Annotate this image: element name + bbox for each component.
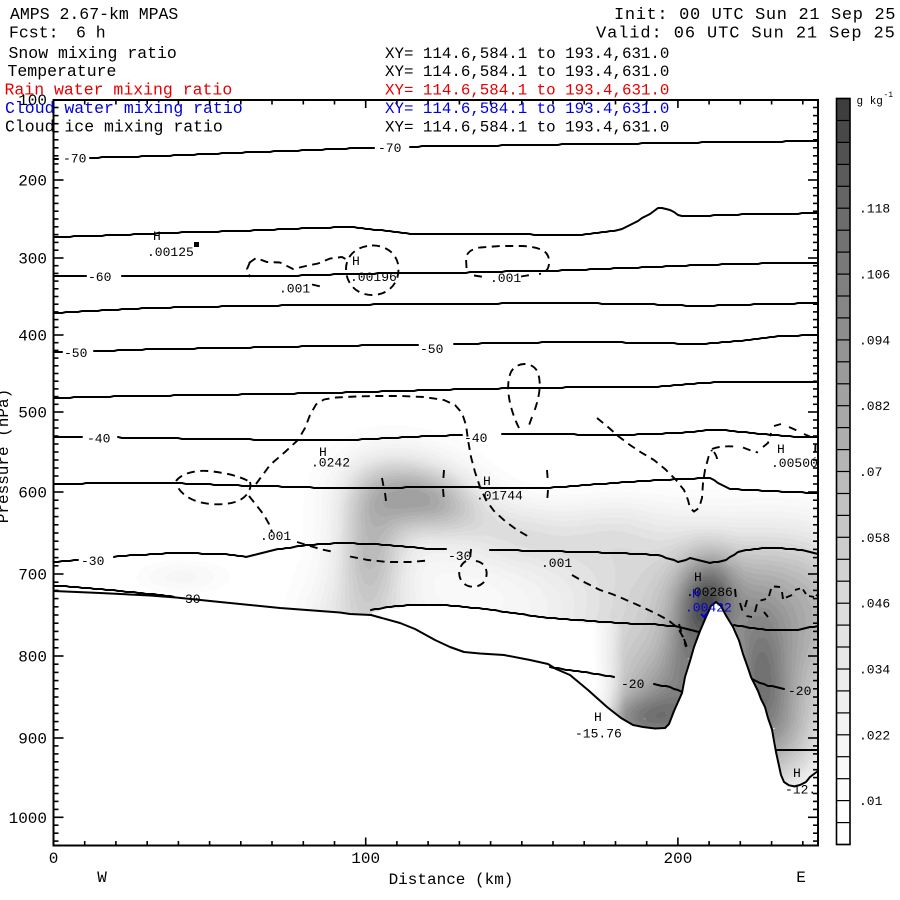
svg-text:H: H: [483, 474, 491, 489]
svg-text:.00422: .00422: [685, 601, 732, 616]
svg-text:H: H: [153, 229, 161, 244]
svg-text:.034: .034: [859, 662, 890, 677]
svg-text:.001: .001: [279, 282, 310, 297]
svg-text:-70: -70: [63, 152, 86, 167]
svg-text:XY= 114.6,584.1 to 193.4,631.0: XY= 114.6,584.1 to 193.4,631.0: [385, 100, 669, 118]
svg-text:H: H: [777, 442, 785, 457]
svg-text:-40: -40: [87, 432, 110, 447]
svg-text:AMPS 2.67-km MPAS: AMPS 2.67-km MPAS: [10, 5, 178, 24]
svg-text:Snow mixing ratio: Snow mixing ratio: [9, 44, 177, 63]
svg-text:200: 200: [663, 850, 692, 868]
svg-text:XY= 114.6,584.1 to 193.4,631.0: XY= 114.6,584.1 to 193.4,631.0: [385, 119, 669, 137]
svg-text:.001: .001: [260, 529, 291, 544]
svg-text:Pressure (hPa): Pressure (hPa): [0, 389, 13, 523]
svg-text:.094: .094: [859, 333, 890, 348]
svg-text:.058: .058: [859, 531, 890, 546]
svg-text:XY= 114.6,584.1 to 193.4,631.0: XY= 114.6,584.1 to 193.4,631.0: [385, 63, 669, 81]
svg-text:H: H: [694, 570, 702, 585]
svg-text:.0242: .0242: [311, 456, 350, 471]
svg-text:.001: .001: [541, 556, 572, 571]
svg-text:-30: -30: [448, 549, 471, 564]
svg-text:900: 900: [18, 731, 47, 749]
svg-text:.01: .01: [859, 794, 883, 809]
svg-text:Temperature: Temperature: [8, 62, 117, 81]
svg-text:.00500: .00500: [771, 456, 818, 471]
svg-text:-1: -1: [884, 91, 894, 100]
svg-text:700: 700: [18, 567, 47, 585]
svg-text:.001: .001: [490, 271, 521, 286]
svg-text:Cloud ice mixing ratio: Cloud ice mixing ratio: [5, 118, 223, 137]
svg-text:-12.: -12.: [785, 783, 816, 798]
svg-text:200: 200: [18, 173, 47, 191]
svg-text:.00196: .00196: [350, 270, 397, 285]
svg-text:.118: .118: [859, 202, 890, 217]
svg-text:-40: -40: [464, 431, 487, 446]
svg-text:-20: -20: [788, 684, 811, 699]
svg-text:E: E: [796, 869, 806, 887]
svg-text:H: H: [793, 766, 801, 781]
svg-text:-50: -50: [64, 346, 87, 361]
svg-text:H: H: [594, 710, 602, 725]
svg-text:30: 30: [185, 592, 201, 607]
svg-text:.00286: .00286: [686, 585, 733, 600]
svg-text:100: 100: [18, 92, 47, 110]
svg-text:0: 0: [49, 850, 59, 868]
svg-text:-70: -70: [378, 141, 401, 156]
svg-text:-20: -20: [621, 677, 644, 692]
svg-text:H: H: [692, 587, 700, 602]
svg-text:H: H: [319, 445, 327, 460]
svg-text:6 h: 6 h: [76, 24, 106, 43]
svg-text:400: 400: [18, 328, 47, 346]
svg-text:.106: .106: [859, 268, 890, 283]
svg-text:-60: -60: [88, 270, 111, 285]
svg-text:.082: .082: [859, 399, 890, 414]
svg-text:.00125: .00125: [147, 245, 194, 260]
svg-text:Valid: 06 UTC Sun 21 Sep 25: Valid: 06 UTC Sun 21 Sep 25: [596, 25, 896, 44]
svg-text:XY= 114.6,584.1 to 193.4,631.0: XY= 114.6,584.1 to 193.4,631.0: [385, 45, 669, 63]
svg-text:XY= 114.6,584.1 to 193.4,631.0: XY= 114.6,584.1 to 193.4,631.0: [385, 82, 669, 100]
svg-text:Init: 00 UTC Sun 21 Sep 25: Init: 00 UTC Sun 21 Sep 25: [614, 6, 896, 25]
svg-text:.046: .046: [859, 597, 890, 612]
svg-text:-50: -50: [420, 342, 443, 357]
svg-text:600: 600: [18, 485, 47, 503]
svg-text:800: 800: [18, 649, 47, 667]
svg-text:H: H: [352, 254, 360, 269]
svg-text:Rain water mixing ratio: Rain water mixing ratio: [5, 81, 233, 100]
svg-text:-30: -30: [81, 554, 104, 569]
svg-text:.07: .07: [859, 465, 882, 480]
svg-text:W: W: [97, 869, 107, 887]
svg-text:Fcst:: Fcst:: [9, 24, 59, 43]
svg-text:-15.76: -15.76: [575, 727, 622, 742]
svg-text:.01744: .01744: [476, 489, 523, 504]
svg-text:500: 500: [18, 405, 47, 423]
svg-text:300: 300: [18, 251, 47, 269]
svg-text:Cloud water mixing ratio: Cloud water mixing ratio: [5, 99, 243, 118]
svg-text:.022: .022: [859, 728, 890, 743]
svg-text:100: 100: [351, 850, 380, 868]
svg-text:g kg: g kg: [857, 96, 883, 108]
svg-text:Distance (km): Distance (km): [389, 871, 514, 889]
svg-text:1000: 1000: [9, 810, 47, 828]
